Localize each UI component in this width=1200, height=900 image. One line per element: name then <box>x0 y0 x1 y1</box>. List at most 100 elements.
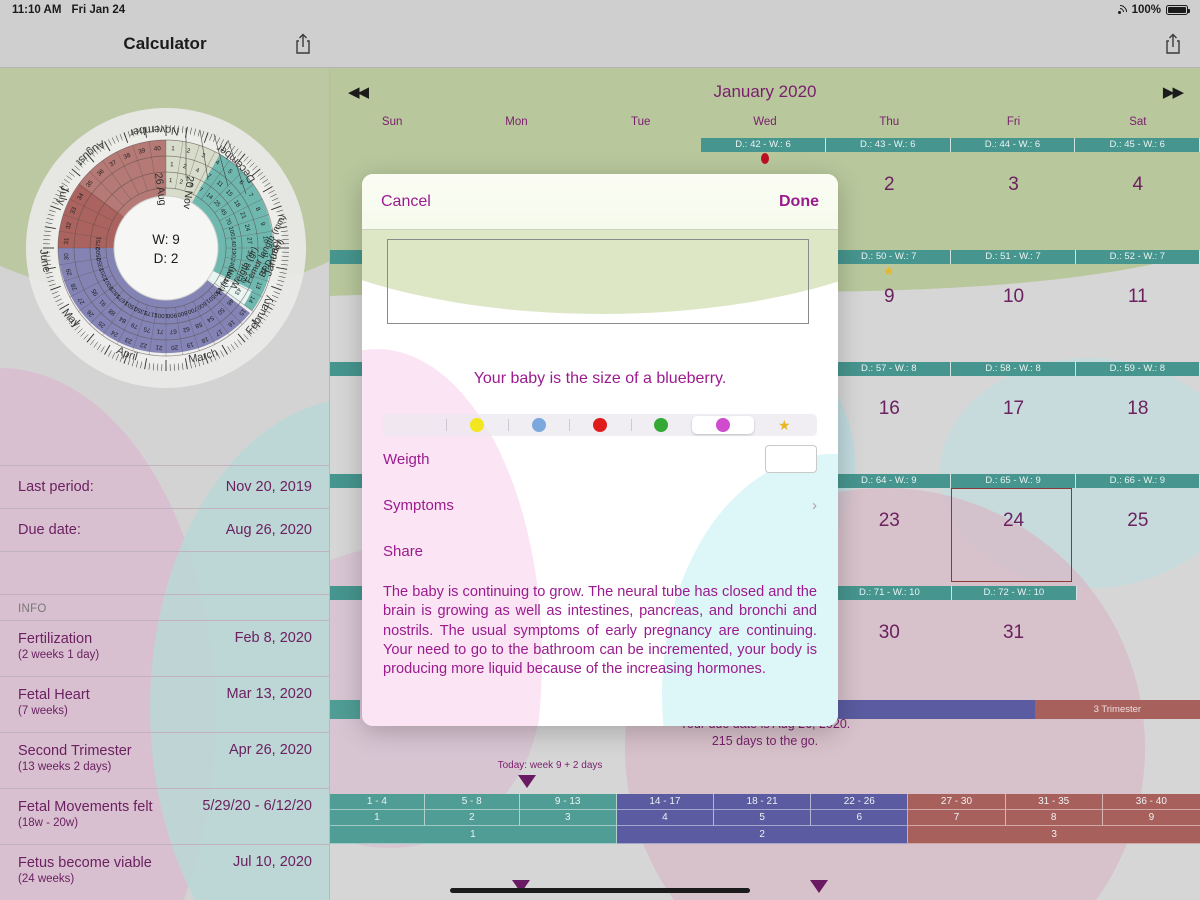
wheel-data-label: 23 <box>124 336 134 345</box>
done-button[interactable]: Done <box>779 192 819 210</box>
wheel-data-label: 20 <box>170 343 178 351</box>
section-header-info: INFO <box>0 595 329 621</box>
list-row-last-period[interactable]: Last period: Nov 20, 2019 <box>0 466 329 509</box>
share-button-left[interactable] <box>294 33 312 55</box>
color-segment-star[interactable]: ★ <box>754 416 815 434</box>
double-chevron-right-icon[interactable]: ▶▶ <box>1162 84 1184 101</box>
color-segment-yellow[interactable] <box>446 416 507 434</box>
row-value: 5/29/20 - 6/12/20 <box>202 798 312 814</box>
list-row-due-date[interactable]: Due date: Aug 26, 2020 <box>0 509 329 552</box>
weight-input[interactable] <box>765 445 817 473</box>
share-button-right[interactable] <box>1164 33 1182 55</box>
calendar-day-cell[interactable]: 24 <box>1002 510 1025 531</box>
calendar-day-cell[interactable]: 30 <box>878 622 900 643</box>
day-week-badge: D.: 64 - W.: 9 <box>827 474 952 488</box>
modal-row-weight[interactable]: Weigth <box>362 436 838 482</box>
wheel-data-label: 140 <box>229 237 236 248</box>
wheel-data-label: 7 <box>206 173 213 181</box>
day-week-badge-empty <box>577 138 701 152</box>
timeline-month-cell: 6 <box>811 810 909 826</box>
wheel-data-label: 40 <box>154 145 162 153</box>
color-segment-none[interactable] <box>385 416 446 434</box>
day-week-badge: D.: 50 - W.: 7 <box>827 250 952 264</box>
wheel-data-label: 24 <box>243 224 252 233</box>
left-navbar: Calculator <box>0 20 330 68</box>
list-row-second-trimester[interactable]: Second Trimester (13 weeks 2 days) Apr 2… <box>0 733 329 789</box>
wheel-data-label: 34 <box>243 263 251 272</box>
row-value: Apr 26, 2020 <box>228 742 312 758</box>
row-label: Second Trimester <box>18 743 132 759</box>
wheel-lmp-marker: 20 Nov <box>180 175 195 210</box>
calendar-day-cell[interactable]: 25 <box>1127 510 1149 531</box>
calendar-day-cell[interactable]: 10 <box>1002 286 1025 307</box>
list-row-fetal-heart[interactable]: Fetal Heart (7 weeks) Mar 13, 2020 <box>0 677 329 733</box>
day-week-badge: D.: 59 - W.: 8 <box>1075 362 1200 376</box>
day-detail-modal: Cancel Done Your baby is the size of a b… <box>362 174 838 726</box>
left-info-list: Last period: Nov 20, 2019 Due date: Aug … <box>0 423 329 900</box>
wheel-data-label: 26 <box>86 308 96 318</box>
day-week-badge: D.: 65 - W.: 9 <box>951 474 1076 488</box>
color-segment-blue[interactable] <box>507 416 569 434</box>
day-week-badge: D.: 44 - W.: 6 <box>950 138 1076 152</box>
calendar-day-cell[interactable]: 17 <box>1002 398 1025 419</box>
wheel-data-label: 24 <box>110 328 120 338</box>
calendar-day-cell[interactable]: 31 <box>1002 622 1025 643</box>
wheel-data-label: 700 <box>186 305 198 315</box>
calendar-day-cell[interactable]: 18 <box>1127 398 1149 419</box>
wheel-data-label: 1 <box>170 161 174 168</box>
star-icon: ★ <box>777 417 791 433</box>
timeline-month-cell: 5 <box>714 810 812 826</box>
wheel-data-label: 28 <box>70 282 79 292</box>
color-segment-green[interactable] <box>630 416 692 434</box>
wheel-data-label: 800 <box>176 309 188 317</box>
wheel-data-label: 2751 <box>96 236 103 250</box>
calendar-day-cell[interactable]: 4 <box>1132 174 1144 195</box>
cancel-button[interactable]: Cancel <box>381 192 431 210</box>
day-week-badge: D.: 45 - W.: 6 <box>1075 138 1200 152</box>
wheel-data-label: 31 <box>63 237 71 245</box>
modal-row-share[interactable]: Share <box>362 528 838 574</box>
color-segment-magenta[interactable] <box>692 416 754 434</box>
wheel-data-label: 8 <box>254 206 262 212</box>
list-row-fetus-viable[interactable]: Fetus become viable (24 weeks) Jul 10, 2… <box>0 845 329 900</box>
wheel-data-label: 19 <box>185 340 194 349</box>
note-textarea[interactable] <box>387 239 809 324</box>
day-week-badge: D.: 43 - W.: 6 <box>825 138 951 152</box>
timeline-month-cell: 7 <box>908 810 1006 826</box>
event-star-marker: ★ <box>883 264 894 278</box>
wheel-data-label: 88 <box>107 307 117 317</box>
modal-row-symptoms[interactable]: Symptoms › <box>362 482 838 528</box>
list-spacer <box>0 423 329 466</box>
color-tag-segmented-control[interactable]: ★ <box>383 414 817 436</box>
calendar-day-cell[interactable]: 3 <box>1008 174 1019 195</box>
color-swatch-yellow <box>470 418 485 432</box>
chevron-right-icon: › <box>812 496 817 514</box>
pregnancy-wheel-chart[interactable]: W: 9 D: 2 January February March April M… <box>0 68 329 423</box>
calendar-day-cell[interactable]: 16 <box>878 398 900 419</box>
wheel-data-label: 91 <box>98 297 108 307</box>
row-label: Fetal Heart <box>18 687 90 703</box>
wheel-data-label: 27 <box>245 237 253 245</box>
calendar-title: January 2020 <box>713 82 817 101</box>
wheel-data-label: 900 <box>166 311 177 318</box>
list-row-fetal-movements[interactable]: Fetal Movements felt (18w - 20w) 5/29/20… <box>0 789 329 845</box>
double-chevron-left-icon[interactable]: ◀◀ <box>348 84 369 101</box>
selected-day-highlight[interactable] <box>951 488 1072 582</box>
wheel-data-label: 84 <box>118 315 128 325</box>
calendar-day-cell[interactable]: 23 <box>878 510 900 531</box>
calendar-day-cell[interactable]: 2 <box>883 174 895 195</box>
status-date: Fri Jan 24 <box>71 4 126 16</box>
trimester-seg-3-label: 3 Trimester <box>1034 700 1200 719</box>
wheel-data-label: 11 <box>215 179 225 189</box>
wifi-icon <box>1109 1 1130 22</box>
wheel-data-label: 17 <box>213 328 223 338</box>
day-week-badge: D.: 71 - W.: 10 <box>827 586 953 600</box>
list-row-fertilization[interactable]: Fertilization (2 weeks 1 day) Feb 8, 202… <box>0 621 329 677</box>
calendar-day-cell[interactable]: 9 <box>883 286 895 307</box>
calendar-day-cell[interactable]: 11 <box>1127 286 1148 307</box>
status-bar-right: 100% <box>1109 1 1190 22</box>
color-segment-red[interactable] <box>569 416 630 434</box>
wheel-data-label: 27 <box>77 295 87 305</box>
